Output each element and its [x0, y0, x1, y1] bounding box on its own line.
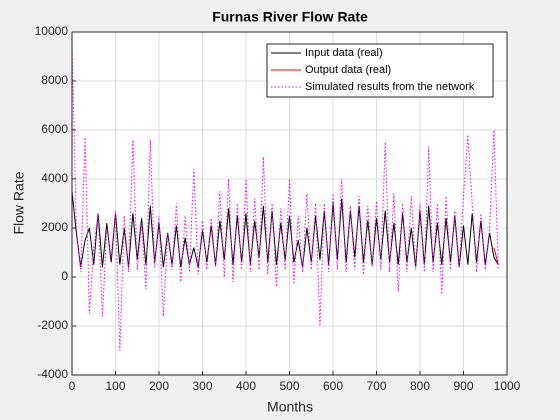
data-line: [71, 191, 499, 268]
y-tick-label: -4000: [37, 367, 68, 381]
x-tick-label: 900: [453, 379, 473, 393]
x-tick-label: 100: [105, 379, 125, 393]
data-line: [493, 247, 499, 265]
y-tick-label: 6000: [41, 122, 68, 136]
x-tick-label: 200: [149, 379, 169, 393]
x-tick-label: 0: [69, 379, 76, 393]
x-tick-label: 400: [236, 379, 256, 393]
legend-box: [266, 43, 494, 98]
y-tick-label: 4000: [41, 171, 68, 185]
x-tick-label: 1000: [494, 379, 521, 393]
legend-label: Output data (real): [305, 64, 391, 76]
y-tick-label: 0: [61, 269, 68, 283]
x-tick-label: 300: [192, 379, 212, 393]
x-axis-label: Months: [267, 399, 313, 415]
axes-box: [71, 31, 508, 376]
y-tick-label: 2000: [41, 220, 68, 234]
chart-title: Furnas River Flow Rate: [212, 9, 368, 25]
y-axis-label: Flow Rate: [11, 171, 27, 234]
x-tick-label: 600: [323, 379, 343, 393]
legend-label: Simulated results from the network: [305, 81, 475, 93]
y-tick-label: 8000: [41, 73, 68, 87]
x-tick-label: 700: [366, 379, 386, 393]
legend-label: Input data (real): [305, 47, 383, 59]
x-tick-label: 800: [410, 379, 430, 393]
y-tick-label: 10000: [35, 24, 69, 38]
y-tick-label: -2000: [37, 318, 68, 332]
x-tick-label: 500: [279, 379, 299, 393]
